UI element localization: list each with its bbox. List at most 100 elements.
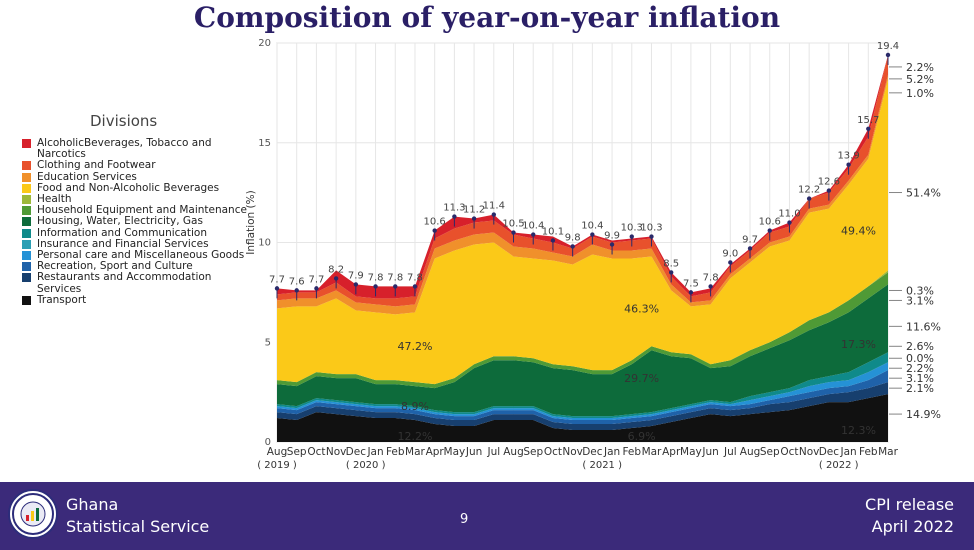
legend-swatch: [22, 239, 31, 249]
legend-swatch: [22, 295, 31, 305]
x-tick-label: Nov: [326, 446, 347, 458]
legend-label: Insurance and Financial Services: [37, 237, 209, 250]
year-label: ( 2022 ): [819, 460, 859, 471]
y-tick-label: 20: [258, 38, 271, 49]
legend-label: Education Services: [37, 170, 137, 183]
total-marker-point: [294, 288, 299, 293]
legend-label: AlcoholicBeverages, Tobacco and Narcotic…: [37, 137, 212, 161]
total-label: 10.4: [581, 221, 603, 232]
share-annotation: 12.2%: [397, 430, 432, 443]
legend-swatch: [22, 217, 31, 227]
x-tick-label: Mar: [405, 446, 425, 458]
total-marker-point: [609, 242, 615, 247]
x-tick-label: Sep: [287, 446, 307, 458]
x-tick-label: Sep: [760, 446, 780, 458]
total-label: 10.3: [640, 223, 662, 234]
legend-item: Personal care and Miscellaneous Goods: [22, 249, 254, 261]
total-label: 11.3: [443, 203, 465, 214]
total-label: 10.3: [621, 223, 643, 234]
x-tick-label: Oct: [780, 446, 798, 458]
total-marker-point: [806, 196, 812, 201]
legend-swatch: [22, 206, 31, 216]
area-series: [277, 352, 888, 419]
legend-swatch: [22, 139, 31, 148]
right-share-annotation: 5.2%: [906, 73, 934, 86]
x-tick-label: Sep: [523, 446, 543, 458]
right-share-annotation: 3.1%: [906, 294, 934, 307]
legend-swatch: [22, 172, 31, 182]
x-tick-label: Jan: [603, 446, 620, 458]
share-annotation: 49.4%: [841, 225, 876, 238]
total-label: 7.8: [703, 272, 719, 283]
release-date: April 2022: [871, 517, 954, 536]
right-share-annotation: 0.3%: [906, 284, 934, 297]
total-label: 7.6: [289, 276, 305, 287]
legend-item: AlcoholicBeverages, Tobacco and Narcotic…: [22, 137, 254, 161]
legend-item: Restaurants and Accommodation Services: [22, 272, 254, 294]
y-tick-label: 10: [258, 238, 271, 249]
total-label: 7.9: [348, 270, 364, 281]
year-label: ( 2020 ): [346, 460, 386, 471]
total-marker-point: [590, 232, 595, 237]
total-marker-point: [629, 234, 634, 239]
x-tick-label: May: [680, 446, 702, 458]
total-marker-point: [767, 228, 772, 233]
total-label: 10.6: [759, 217, 781, 228]
year-label: ( 2019 ): [257, 460, 297, 471]
right-share-annotation: 2.2%: [906, 362, 934, 375]
total-label: 9.0: [722, 248, 738, 259]
legend-swatch: [22, 262, 31, 272]
footer-bar: Ghana Statistical Service 9 CPI release …: [0, 482, 974, 550]
x-tick-label: Jun: [465, 446, 482, 458]
total-marker-point: [668, 270, 674, 275]
total-label: 13.9: [837, 151, 859, 162]
legend-label: Household Equipment and Maintenance: [37, 204, 247, 217]
total-marker-point: [393, 284, 398, 289]
total-label: 11.2: [463, 205, 485, 216]
total-marker-point: [708, 284, 713, 289]
total-label: 15.7: [857, 115, 879, 126]
area-series: [277, 394, 888, 442]
total-label: 19.4: [877, 41, 899, 52]
area-series: [277, 382, 888, 431]
legend: Divisions AlcoholicBeverages, Tobacco an…: [22, 112, 254, 306]
org-name-line2: Statistical Service: [66, 517, 210, 536]
x-tick-label: Jul: [486, 446, 500, 458]
legend-item: Food and Non-Alcoholic Beverages: [22, 182, 254, 194]
total-label: 9.8: [565, 232, 581, 243]
x-tick-label: Dec: [582, 446, 603, 458]
area-series: [277, 78, 888, 385]
total-marker-point: [471, 216, 477, 221]
x-tick-label: Dec: [819, 446, 840, 458]
total-label: 7.8: [387, 272, 403, 283]
x-tick-label: Feb: [859, 446, 878, 458]
right-share-annotation: 51.4%: [906, 187, 941, 200]
x-tick-label: Jan: [839, 446, 856, 458]
x-tick-label: Aug: [267, 446, 288, 458]
total-marker-point: [274, 286, 280, 291]
total-marker-point: [550, 238, 556, 243]
release-title: CPI release: [865, 495, 954, 514]
right-share-annotation: 2.2%: [906, 61, 934, 74]
y-tick-label: 0: [265, 437, 271, 448]
legend-swatch: [22, 161, 31, 171]
y-tick-label: 15: [258, 138, 271, 149]
x-tick-label: Oct: [307, 446, 325, 458]
total-label: 10.4: [522, 221, 544, 232]
total-label: 12.2: [798, 185, 820, 196]
total-label: 10.6: [424, 217, 446, 228]
gss-logo-icon: [8, 489, 58, 539]
x-tick-label: Jun: [701, 446, 718, 458]
total-marker-point: [688, 290, 694, 295]
total-label: 7.5: [683, 278, 699, 289]
total-marker-point: [452, 214, 457, 219]
legend-item: Education Services: [22, 170, 254, 183]
legend-label: Health: [37, 193, 72, 206]
share-annotation: 29.7%: [624, 372, 659, 385]
total-label: 8.5: [663, 258, 679, 269]
total-label: 11.0: [778, 209, 800, 220]
org-name-line1: Ghana: [66, 495, 119, 514]
x-tick-label: May: [444, 446, 466, 458]
total-label: 11.4: [483, 201, 505, 212]
